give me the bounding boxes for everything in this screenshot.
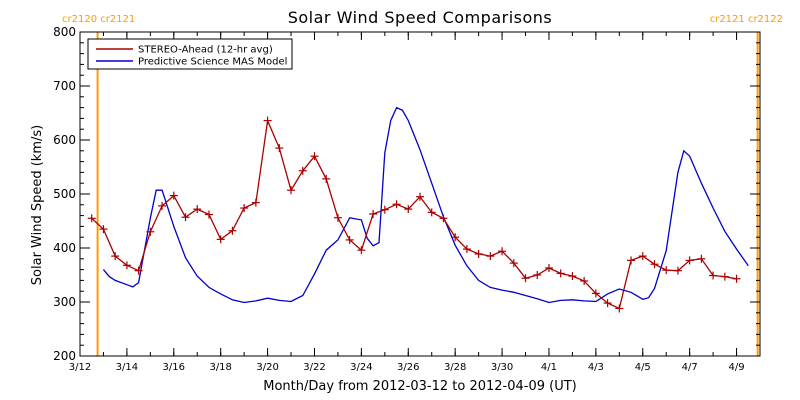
stereo-ahead-point	[603, 299, 612, 308]
x-tick-label: 3/28	[444, 362, 466, 373]
y-tick-label: 200	[53, 349, 76, 363]
series-group	[87, 106, 749, 313]
y-axis-title: Solar Wind Speed (km/s)	[30, 125, 45, 285]
stereo-ahead-point	[369, 209, 378, 218]
y-tick-label: 300	[53, 295, 76, 309]
x-tick-label: 3/16	[163, 362, 185, 373]
stereo-ahead-point	[380, 205, 389, 214]
y-tick-label: 500	[53, 187, 76, 201]
stereo-ahead-point	[662, 266, 671, 275]
x-tick-label: 4/1	[541, 362, 557, 373]
stereo-ahead-point	[451, 233, 460, 242]
stereo-ahead-point	[240, 204, 249, 213]
legend-box	[87, 38, 293, 70]
mas-model-line	[102, 106, 749, 304]
legend-label-stereo: STEREO-Ahead (12-hr avg)	[138, 45, 273, 56]
stereo-ahead-point	[298, 166, 307, 175]
stereo-ahead-point	[275, 144, 284, 153]
stereo-ahead-point	[357, 246, 366, 255]
stereo-ahead-point	[134, 266, 143, 275]
stereo-ahead-point	[720, 272, 729, 281]
stereo-ahead-point	[122, 261, 131, 270]
stereo-ahead-point	[474, 249, 483, 258]
stereo-ahead-point	[345, 235, 354, 244]
x-tick-label: 4/7	[682, 362, 698, 373]
stereo-ahead-point	[392, 200, 401, 209]
carrington-rotation-label: cr2120 cr2121	[62, 14, 135, 25]
stereo-ahead-point	[591, 289, 600, 298]
stereo-ahead-point	[251, 198, 260, 207]
x-tick-label: 3/30	[491, 362, 513, 373]
stereo-ahead-point	[439, 214, 448, 223]
stereo-ahead-point	[462, 245, 471, 254]
stereo-ahead-point	[509, 259, 518, 268]
stereo-ahead-point	[87, 214, 96, 223]
stereo-ahead-point	[158, 201, 167, 210]
stereo-ahead-point	[627, 256, 636, 265]
stereo-ahead-point	[697, 254, 706, 263]
stereo-ahead-point	[615, 304, 624, 313]
legend: STEREO-Ahead (12-hr avg)Predictive Scien…	[87, 38, 293, 70]
stereo-ahead-point	[310, 152, 319, 161]
x-tick-label: 3/24	[350, 362, 372, 373]
stereo-ahead-point	[732, 274, 741, 283]
stereo-ahead-point	[650, 260, 659, 269]
stereo-ahead-point	[333, 213, 342, 222]
stereo-ahead-point	[193, 205, 202, 214]
carrington-labels: cr2120 cr2121 cr2121 cr2122	[62, 14, 783, 25]
x-axis-title: Month/Day from 2012-03-12 to 2012-04-09 …	[263, 379, 576, 394]
stereo-ahead-point	[498, 247, 507, 256]
carrington-rotation-label: cr2121 cr2122	[710, 14, 783, 25]
x-tick-label: 4/5	[635, 362, 651, 373]
x-tick-label: 3/20	[256, 362, 278, 373]
chart-title: Solar Wind Speed Comparisons	[288, 8, 553, 27]
legend-label-model: Predictive Science MAS Model	[138, 57, 287, 68]
stereo-ahead-point	[204, 210, 213, 219]
stereo-ahead-point	[216, 235, 225, 244]
stereo-ahead-point	[99, 225, 108, 234]
stereo-ahead-point	[111, 252, 120, 261]
x-tick-label: 3/22	[303, 362, 325, 373]
y-tick-label: 400	[53, 241, 76, 255]
y-tick-label: 600	[53, 133, 76, 147]
stereo-ahead-point	[322, 174, 331, 183]
stereo-ahead-point	[685, 256, 694, 265]
x-axis: 3/12 3/14 3/16 3/18 3/20 3/22 3/24 3/26 3/28 3/30…	[69, 32, 761, 373]
stereo-ahead-point	[568, 272, 577, 281]
stereo-ahead-point	[416, 192, 424, 201]
stereo-ahead-point	[228, 226, 237, 235]
stereo-ahead-point	[404, 205, 413, 214]
x-tick-label: 3/18	[209, 362, 231, 373]
stereo-ahead-point	[673, 266, 682, 275]
stereo-ahead-point	[556, 269, 565, 278]
y-tick-label: 800	[53, 25, 76, 39]
stereo-ahead-point	[533, 271, 542, 279]
x-tick-label: 3/26	[397, 362, 419, 373]
stereo-ahead-point	[521, 274, 530, 283]
stereo-ahead-point	[427, 208, 436, 217]
stereo-ahead-point	[580, 276, 589, 285]
stereo-ahead-point	[486, 252, 495, 261]
stereo-ahead-point	[638, 252, 647, 261]
stereo-ahead-point	[169, 191, 178, 200]
y-tick-label: 700	[53, 79, 76, 93]
x-tick-label: 3/14	[116, 362, 138, 373]
stereo-ahead-point	[709, 271, 718, 280]
x-tick-label: 3/12	[69, 362, 91, 373]
stereo-ahead-line	[91, 118, 737, 310]
stereo-ahead-point	[146, 227, 155, 236]
y-axis: 200 300 400 500 600 700 800	[53, 25, 760, 363]
stereo-ahead-point	[263, 116, 272, 125]
x-tick-label: 4/9	[729, 362, 745, 373]
stereo-ahead-point	[287, 186, 296, 195]
stereo-ahead-point	[181, 213, 190, 222]
stereo-ahead-point	[544, 263, 553, 272]
x-tick-label: 4/3	[588, 362, 604, 373]
